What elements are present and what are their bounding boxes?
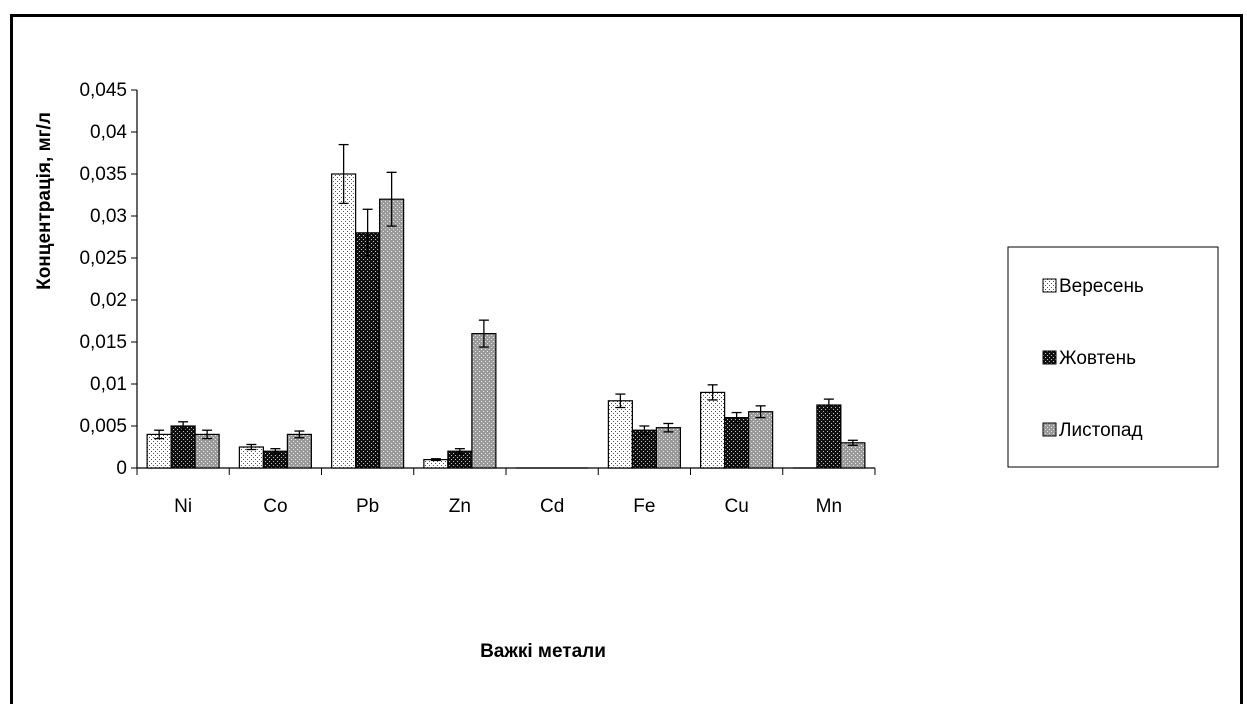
x-tick-label: Cu [724,496,748,517]
x-tick-label: Cd [540,496,564,517]
legend-label-2: Жовтень [1059,348,1136,369]
y-tick-label: 0,025 [79,248,127,269]
error-bar [615,393,626,409]
error-bar [202,429,213,440]
bar-fe-2 [631,429,657,469]
error-bar [154,429,165,440]
x-tick-label: Fe [633,496,655,517]
error-bar [454,448,465,455]
bar-pb-1 [331,173,357,469]
error-bar [386,171,397,227]
error-bar [755,405,766,419]
legend-label-3: Листопад [1059,420,1143,441]
bars [146,173,866,469]
error-bar [478,319,489,348]
error-bar [707,384,718,401]
bar-mn-3 [840,442,866,469]
legend: Вересень Жовтень Листопад [1007,246,1219,468]
x-axis: Ni Co Pb Zn Cd Fe Cu Mn [136,467,876,517]
chart-frame: 0 0,005 0,01 0,015 0,02 0,025 0,03 0,035 0,04 0,0… [10,14,1243,704]
x-tick-label: Co [263,496,287,517]
error-bars [154,143,858,462]
x-axis-title: Важкі метали [480,641,606,662]
bar-fe-1 [607,400,633,469]
x-tick-label: Zn [449,496,471,517]
bar-fe-3 [655,427,681,469]
error-bar [362,208,373,257]
bar-mn-2 [816,404,842,469]
y-axis: 0 0,005 0,01 0,015 0,02 0,025 0,03 0,035 0,04 0,0… [79,80,138,479]
error-bar [294,430,305,439]
bar-pb-2 [355,232,381,469]
error-bar [639,425,650,436]
error-bar [246,443,257,451]
bar-cu-2 [724,417,750,469]
y-tick-label: 0,04 [90,122,127,143]
bar-co-3 [286,433,312,469]
legend-swatch-1 [1042,278,1057,293]
bar-cu-1 [700,391,726,469]
x-tick-label: Mn [816,496,842,517]
legend-label-1: Вересень [1059,276,1144,297]
error-bar [430,458,441,462]
error-bar [823,398,834,412]
bar-ni-2 [170,425,196,469]
legend-swatch-2 [1042,350,1057,365]
y-tick-label: 0,02 [90,290,127,311]
y-tick-label: 0,035 [79,164,127,185]
y-tick-label: 0 [116,458,127,479]
error-bar [847,439,858,446]
bar-ni-3 [194,433,220,469]
y-axis-title: Концентрація, мг/л [34,112,55,290]
bar-cu-3 [748,411,774,469]
bar-ni-1 [146,433,172,469]
y-tick-label: 0,005 [79,416,127,437]
error-bar [663,422,674,433]
error-bar [731,411,742,424]
x-tick-label: Ni [174,496,192,517]
error-bar [270,448,281,455]
bar-zn-3 [471,333,497,469]
y-tick-label: 0,015 [79,332,127,353]
x-tick-label: Pb [356,496,379,517]
y-tick-label: 0,03 [90,206,127,227]
y-tick-label: 0,045 [79,80,127,101]
y-tick-label: 0,01 [90,374,127,395]
bar-pb-3 [379,198,405,469]
error-bar [338,143,349,205]
legend-swatch-3 [1042,422,1057,437]
chart-svg: 0 0,005 0,01 0,015 0,02 0,025 0,03 0,035 0,04 0,0… [34,80,1219,662]
error-bar [178,421,189,431]
